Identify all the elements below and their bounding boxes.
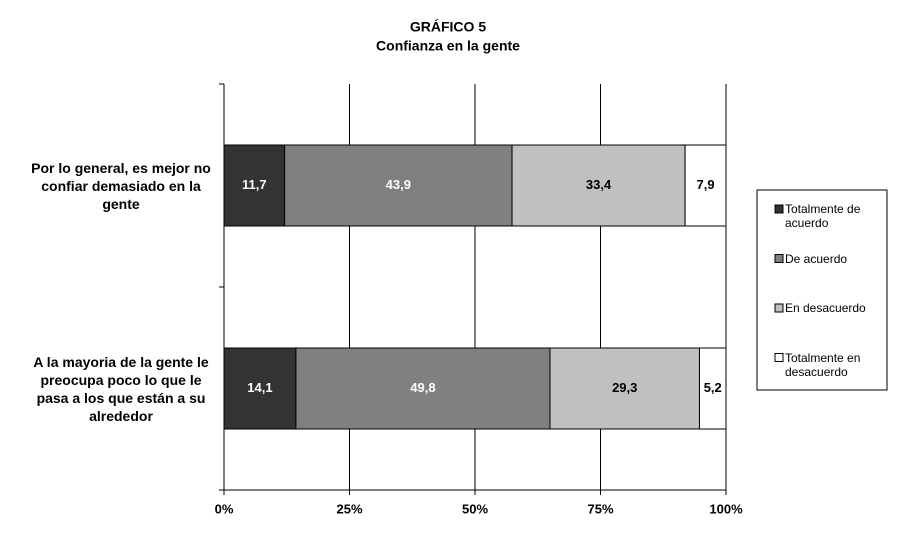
bar-segment [295, 347, 551, 430]
data-label: 14,1 [247, 380, 272, 395]
category-label: A la mayoria de la gente le preocupa poc… [33, 353, 209, 424]
data-label: 7,9 [696, 177, 714, 192]
bar-segment [698, 347, 727, 430]
chart-subtitle: Confianza en la gente [376, 38, 520, 54]
legend-label: De acuerdo [785, 251, 848, 266]
x-tick-label: 75% [587, 501, 613, 516]
data-label: 49,8 [410, 380, 435, 395]
data-label: 11,7 [242, 177, 267, 192]
data-label: 43,9 [386, 177, 411, 192]
legend-swatch [774, 303, 784, 313]
x-tick-label: 25% [336, 501, 362, 516]
bar-segment [684, 144, 727, 227]
bar-segment [511, 144, 686, 227]
data-label: 33,4 [586, 177, 612, 192]
x-tick-label: 0% [215, 501, 234, 516]
legend-label: Totalmente de acuerdo [785, 202, 861, 230]
legend-swatch [774, 254, 784, 263]
x-tick-label: 100% [709, 501, 743, 516]
bar-segment [223, 347, 297, 430]
bar-segment [549, 347, 700, 430]
data-label: 29,3 [612, 380, 637, 395]
legend-label: Totalmente en desacuerdo [785, 350, 861, 379]
data-label: 5,2 [704, 380, 722, 395]
category-label: Por lo general, es mejor no confiar dema… [31, 159, 211, 212]
legend-swatch [774, 204, 784, 214]
x-tick-label: 50% [462, 501, 488, 516]
legend-swatch [774, 353, 784, 362]
legend-label: En desacuerdo [785, 301, 866, 315]
chart-title: GRÁFICO 5 [410, 19, 486, 35]
